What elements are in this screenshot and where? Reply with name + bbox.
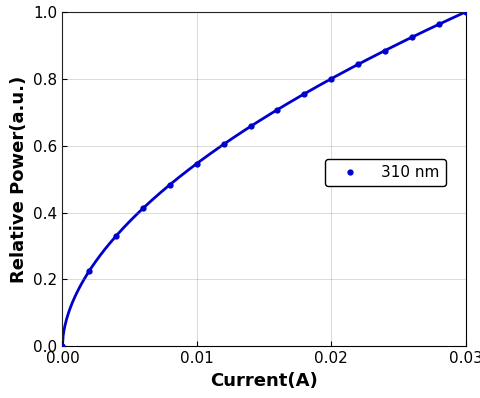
310 nm (328, 76, 334, 81)
310 nm (355, 62, 361, 67)
310 nm (140, 206, 146, 211)
310 nm (221, 142, 227, 147)
310 nm (60, 344, 65, 349)
310 nm (463, 10, 468, 14)
310 nm (248, 124, 253, 129)
310 nm (275, 107, 280, 112)
310 nm (194, 161, 200, 166)
310 nm (382, 48, 388, 53)
310 nm (86, 269, 92, 273)
310 nm (409, 35, 415, 40)
Legend: 310 nm: 310 nm (325, 159, 446, 186)
310 nm (167, 182, 173, 187)
310 nm (301, 92, 307, 96)
Line: 310 nm: 310 nm (60, 10, 468, 349)
310 nm (113, 234, 119, 238)
310 nm (436, 22, 442, 27)
X-axis label: Current(A): Current(A) (210, 372, 318, 390)
Y-axis label: Relative Power(a.u.): Relative Power(a.u.) (10, 76, 28, 283)
